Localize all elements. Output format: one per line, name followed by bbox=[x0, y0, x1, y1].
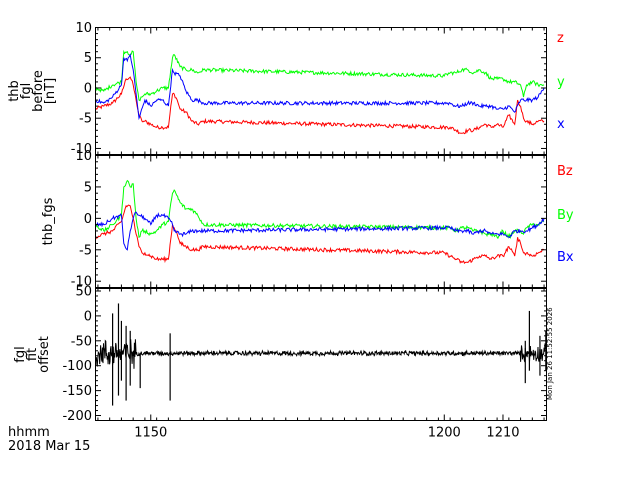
date-label: 2018 Mar 15 bbox=[8, 439, 90, 454]
y-tick-label: 0 bbox=[84, 81, 92, 96]
y-axis-label: thb_fgs bbox=[41, 197, 56, 245]
legend-label-z: z bbox=[557, 31, 564, 46]
legend-label-by: By bbox=[557, 208, 574, 223]
legend-label-y: y bbox=[557, 75, 565, 90]
panel-thb-fgs: 10 5 0 -5 -10 thb_fgs Bz By Bx bbox=[41, 149, 574, 290]
y-tick-label: 50 bbox=[75, 284, 92, 299]
y-tick-label: 5 bbox=[84, 180, 92, 195]
y-tick-label: 0 bbox=[84, 212, 92, 227]
y-tick-label: 0 bbox=[84, 309, 92, 324]
data-layer bbox=[95, 179, 545, 265]
y-tick-label: 10 bbox=[75, 149, 92, 164]
legend-label-bz: Bz bbox=[557, 164, 573, 179]
series-by-line bbox=[95, 179, 545, 240]
x-axis-unit-label: hhmm bbox=[8, 425, 50, 440]
y-axis-label: offset bbox=[37, 336, 52, 373]
panel-fgl-fit-offset: 50 0 -50 -100 -150 -200 1150 1200 1210 fglfitoffs… bbox=[13, 284, 547, 441]
y-tick-label: -5 bbox=[79, 112, 92, 127]
generation-timestamp: Mon Jan 26 11:52:55 2026 bbox=[546, 307, 554, 400]
x-tick-label: 1210 bbox=[486, 426, 519, 441]
legend-label-x: x bbox=[557, 117, 565, 132]
y-axis-label: [nT] bbox=[43, 78, 58, 104]
y-axis-label: thb bbox=[7, 80, 22, 102]
y-tick-label: -100 bbox=[62, 359, 92, 374]
y-tick-label: -50 bbox=[71, 334, 92, 349]
x-tick-label: 1200 bbox=[428, 426, 461, 441]
y-tick-label: 5 bbox=[84, 51, 92, 66]
series-z-line bbox=[95, 76, 545, 135]
y-axis-label: fgl bbox=[19, 83, 34, 99]
y-axis-label: fgl bbox=[13, 346, 28, 362]
y-tick-label: -5 bbox=[79, 243, 92, 258]
y-tick-label: -10 bbox=[71, 142, 92, 157]
y-tick-label: -150 bbox=[62, 384, 92, 399]
y-tick-label: -10 bbox=[71, 275, 92, 290]
y-tick-label: 10 bbox=[75, 21, 92, 36]
data-layer bbox=[95, 49, 545, 135]
y-axis-label: fit bbox=[25, 348, 40, 361]
series-y-line bbox=[95, 49, 545, 102]
series-bx-line bbox=[95, 211, 545, 251]
y-tick-label: -200 bbox=[62, 409, 92, 424]
legend-label-bx: Bx bbox=[557, 250, 574, 265]
series-bz-line bbox=[95, 204, 545, 265]
x-tick-label: 1150 bbox=[134, 426, 167, 441]
y-axis-label: before bbox=[31, 70, 46, 112]
series-x-line bbox=[95, 53, 545, 121]
